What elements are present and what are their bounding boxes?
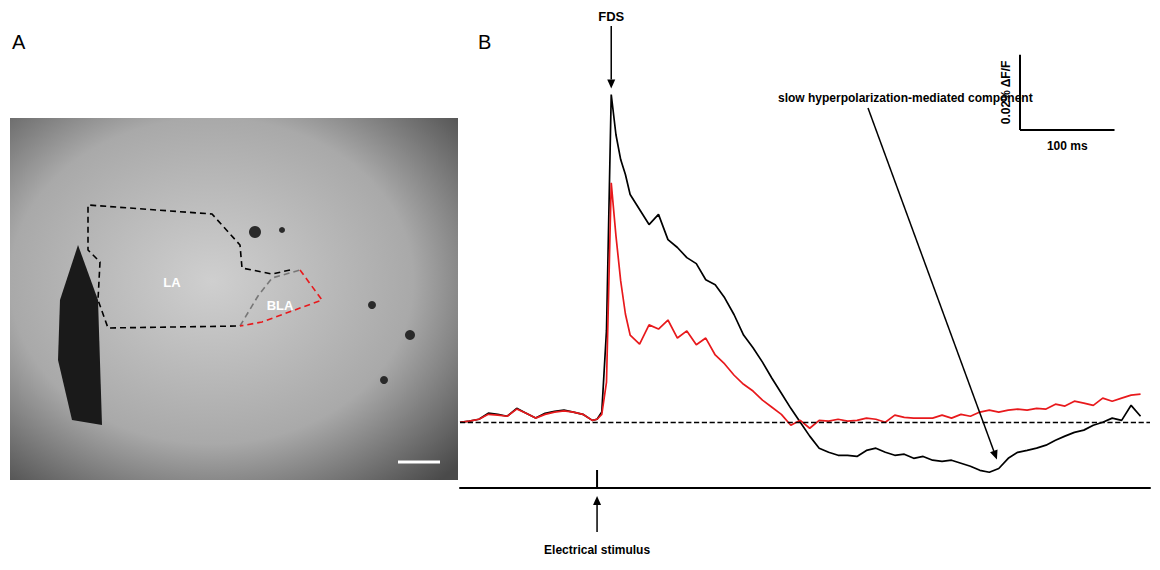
svg-text:BLA: BLA <box>267 298 294 313</box>
svg-text:100 ms: 100 ms <box>1047 139 1088 153</box>
svg-text:FDS: FDS <box>598 9 624 24</box>
svg-text:slow hyperpolarization-mediate: slow hyperpolarization-mediated componen… <box>778 91 1033 105</box>
svg-text:Electrical stimulus: Electrical stimulus <box>544 543 650 557</box>
svg-text:B: B <box>478 31 491 53</box>
svg-text:0.02% ΔF/F: 0.02% ΔF/F <box>999 61 1013 125</box>
svg-text:LA: LA <box>163 275 181 290</box>
svg-text:A: A <box>12 31 26 53</box>
